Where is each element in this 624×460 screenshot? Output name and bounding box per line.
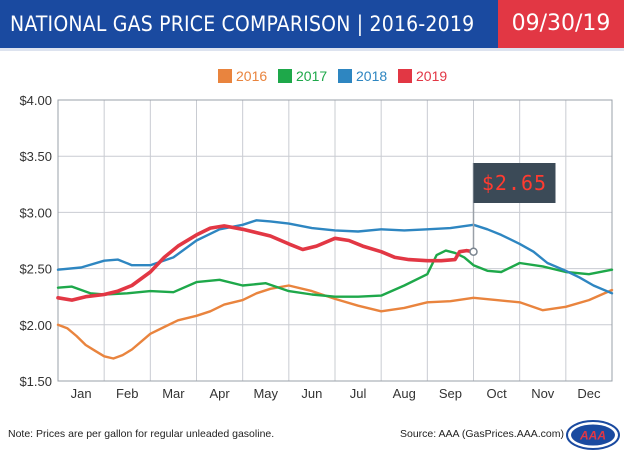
legend-swatch-2019 bbox=[398, 69, 412, 83]
x-tick-label: Aug bbox=[393, 386, 416, 401]
y-tick-label: $3.50 bbox=[19, 149, 52, 164]
y-tick-label: $4.00 bbox=[19, 93, 52, 108]
legend-label-2019: 2019 bbox=[416, 68, 447, 84]
legend-label-2018: 2018 bbox=[356, 68, 387, 84]
x-tick-label: Apr bbox=[209, 386, 230, 401]
x-tick-label: Jun bbox=[301, 386, 322, 401]
series-line-2017 bbox=[56, 249, 614, 298]
x-tick-label: Jan bbox=[71, 386, 92, 401]
x-tick-label: Oct bbox=[486, 386, 507, 401]
aaa-logo-text: AAA bbox=[579, 429, 606, 443]
callout-marker bbox=[469, 247, 478, 256]
legend-swatch-2018 bbox=[338, 69, 352, 83]
legend-swatch-2017 bbox=[278, 69, 292, 83]
callout-label: $2.65 bbox=[482, 171, 547, 195]
x-tick-label: Jul bbox=[350, 386, 367, 401]
legend-label-2017: 2017 bbox=[296, 68, 327, 84]
x-tick-label: Sep bbox=[439, 386, 462, 401]
legend-swatch-2016 bbox=[218, 69, 232, 83]
plot-frame bbox=[57, 99, 613, 382]
callout-box bbox=[473, 163, 556, 203]
date-badge: 09/30/19 bbox=[498, 0, 624, 48]
y-tick-label: $1.50 bbox=[19, 374, 52, 389]
footnote: Note: Prices are per gallon for regular … bbox=[8, 428, 275, 440]
x-tick-label: Feb bbox=[116, 386, 138, 401]
series-line-2016 bbox=[56, 284, 614, 360]
y-tick-label: $3.00 bbox=[19, 205, 52, 220]
header-divider bbox=[0, 48, 624, 51]
legend-label-2016: 2016 bbox=[236, 68, 267, 84]
series-line-2018 bbox=[56, 219, 614, 295]
y-tick-label: $2.00 bbox=[19, 318, 52, 333]
page-title: NATIONAL GAS PRICE COMPARISON | 2016-201… bbox=[10, 12, 475, 36]
aaa-logo: AAA bbox=[566, 420, 620, 450]
x-tick-label: May bbox=[253, 386, 278, 401]
x-tick-label: Mar bbox=[162, 386, 185, 401]
series-line-2019 bbox=[56, 224, 476, 302]
x-tick-label: Nov bbox=[531, 386, 555, 401]
source-credit: Source: AAA (GasPrices.AAA.com) bbox=[400, 428, 564, 440]
y-tick-label: $2.50 bbox=[19, 262, 52, 277]
gas-price-chart: $1.50 $2.00 $2.50 $3.00 $3.50 $4.00 Jan Feb Mar A… bbox=[19, 68, 614, 401]
x-tick-label: Dec bbox=[577, 386, 601, 401]
